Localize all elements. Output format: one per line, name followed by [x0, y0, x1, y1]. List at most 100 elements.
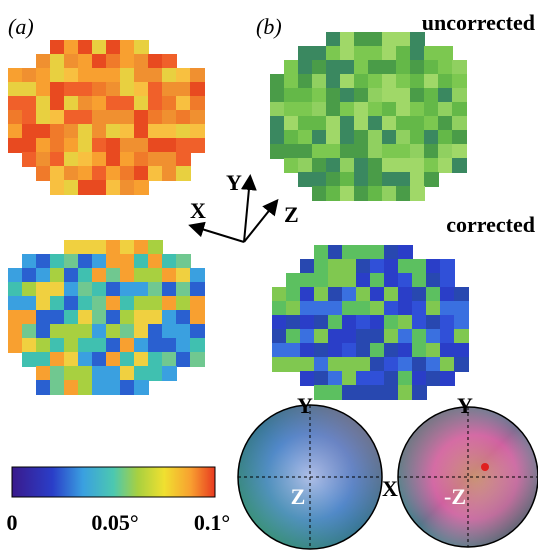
- voxel: [50, 338, 65, 353]
- voxel: [368, 158, 383, 173]
- voxel: [50, 124, 65, 139]
- voxel: [452, 116, 467, 131]
- voxel: [190, 268, 205, 283]
- voxel: [438, 102, 453, 117]
- voxel: [120, 82, 135, 97]
- voxel: [300, 343, 315, 358]
- voxel: [148, 54, 163, 69]
- voxel: [300, 357, 315, 372]
- voxel: [190, 138, 205, 153]
- voxel: [326, 88, 341, 103]
- voxel: [314, 371, 329, 386]
- voxel: [270, 116, 285, 131]
- voxel: [176, 338, 191, 353]
- voxel: [424, 60, 439, 75]
- voxel: [312, 186, 327, 201]
- voxel: [300, 259, 315, 274]
- voxel: [424, 144, 439, 159]
- voxel: [298, 46, 313, 61]
- voxel: [424, 116, 439, 131]
- voxel: [78, 380, 93, 395]
- voxel: [92, 352, 107, 367]
- voxel: [382, 46, 397, 61]
- voxel: [426, 357, 441, 372]
- voxel: [342, 371, 357, 386]
- voxel: [328, 343, 343, 358]
- voxel: [424, 172, 439, 187]
- voxel: [354, 158, 369, 173]
- voxel: [162, 352, 177, 367]
- voxel: [50, 310, 65, 325]
- voxel: [92, 54, 107, 69]
- voxel: [22, 152, 37, 167]
- voxel: [438, 60, 453, 75]
- voxel: [426, 287, 441, 302]
- voxel: [312, 46, 327, 61]
- voxel: [106, 324, 121, 339]
- voxel: [342, 343, 357, 358]
- voxel: [134, 254, 149, 269]
- voxel: [134, 296, 149, 311]
- voxel: [162, 54, 177, 69]
- voxel: [452, 74, 467, 89]
- voxel: [454, 287, 469, 302]
- colorbar: [12, 467, 215, 497]
- voxel: [410, 116, 425, 131]
- voxel: [92, 110, 107, 125]
- voxel: [134, 380, 149, 395]
- voxel: [452, 144, 467, 159]
- voxel: [384, 357, 399, 372]
- voxel: [340, 186, 355, 201]
- voxel: [384, 287, 399, 302]
- voxel: [36, 366, 51, 381]
- voxel: [298, 130, 313, 145]
- voxel: [396, 144, 411, 159]
- voxel: [368, 74, 383, 89]
- voxel: [22, 310, 37, 325]
- voxel: [176, 96, 191, 111]
- voxel: [410, 60, 425, 75]
- voxel: [340, 102, 355, 117]
- row-label: corrected: [446, 212, 535, 237]
- voxel: [50, 152, 65, 167]
- voxel: [382, 32, 397, 47]
- voxel: [162, 82, 177, 97]
- voxel: [440, 273, 455, 288]
- voxel: [284, 130, 299, 145]
- voxel: [22, 82, 37, 97]
- voxel: [396, 32, 411, 47]
- voxel: [64, 366, 79, 381]
- voxel: [340, 172, 355, 187]
- voxel: [36, 82, 51, 97]
- voxel: [328, 371, 343, 386]
- voxel: [340, 88, 355, 103]
- voxel: [314, 329, 329, 344]
- voxel: [298, 116, 313, 131]
- voxel: [342, 385, 357, 400]
- voxel-renders: [8, 32, 469, 400]
- voxel: [314, 259, 329, 274]
- voxel: [356, 301, 371, 316]
- voxel: [342, 245, 357, 260]
- voxel: [300, 371, 315, 386]
- voxel: [298, 172, 313, 187]
- voxel: [370, 357, 385, 372]
- voxel: [22, 324, 37, 339]
- voxel: [412, 385, 427, 400]
- voxel: [298, 88, 313, 103]
- voxel: [314, 245, 329, 260]
- voxel: [176, 352, 191, 367]
- voxel: [8, 82, 23, 97]
- voxel: [298, 158, 313, 173]
- voxel: [36, 380, 51, 395]
- voxel: [78, 68, 93, 83]
- voxel: [78, 310, 93, 325]
- voxel: [8, 96, 23, 111]
- voxel: [312, 74, 327, 89]
- voxel: [328, 273, 343, 288]
- voxel: [382, 130, 397, 145]
- voxel: [36, 352, 51, 367]
- voxel: [50, 296, 65, 311]
- voxel: [398, 357, 413, 372]
- voxel: [284, 88, 299, 103]
